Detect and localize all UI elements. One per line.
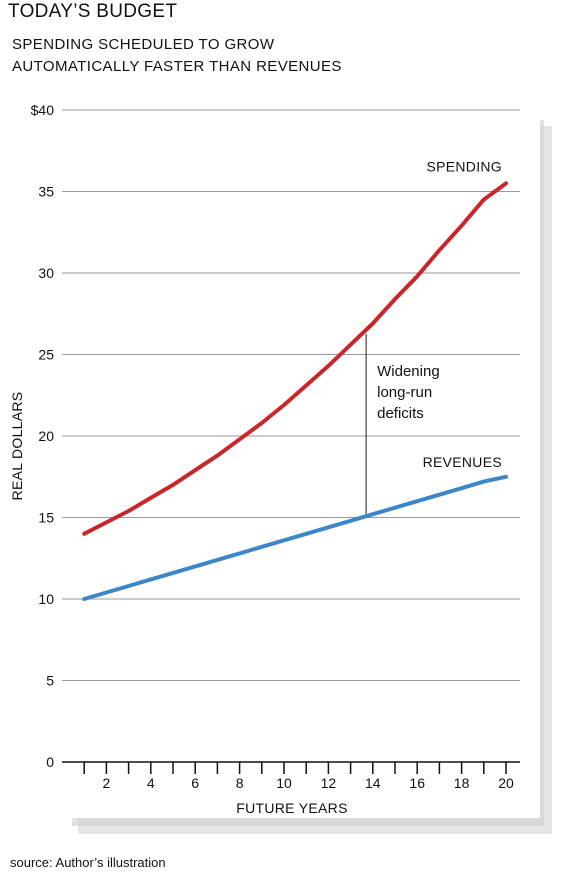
- y-tick-label: $40: [31, 102, 55, 118]
- x-tick-label: 2: [103, 775, 111, 791]
- y-tick-label: 30: [38, 265, 54, 281]
- x-tick-label: 6: [191, 775, 199, 791]
- revenues-line: [82, 474, 508, 601]
- x-tick-label: 4: [147, 775, 155, 791]
- subtitle-line-1: SPENDING SCHEDULED TO GROW: [12, 36, 275, 53]
- x-tick-label: 20: [498, 775, 514, 791]
- deficit-annotation-line: long-run: [377, 384, 432, 401]
- y-tick-label: 25: [38, 347, 54, 363]
- chart-title: TODAY’S BUDGET: [8, 1, 178, 22]
- spending-label: SPENDING: [426, 158, 502, 174]
- y-tick-label: 0: [46, 754, 54, 770]
- x-axis-title: FUTURE YEARS: [236, 800, 347, 816]
- source-note: source: Author’s illustration: [10, 855, 166, 870]
- y-tick-label: 15: [38, 510, 54, 526]
- deficit-annotation-line: deficits: [377, 405, 424, 422]
- x-tick-label: 14: [365, 775, 381, 791]
- y-tick-label: 35: [38, 184, 54, 200]
- x-tick-label: 18: [454, 775, 470, 791]
- subtitle-line-2: AUTOMATICALLY FASTER THAN REVENUES: [12, 58, 342, 75]
- deficit-annotation-line: Widening: [377, 363, 440, 380]
- y-tick-label: 20: [38, 428, 54, 444]
- spending-line: [82, 181, 508, 536]
- x-tick-label: 8: [236, 775, 244, 791]
- y-tick-label: 5: [46, 673, 54, 689]
- chart-subtitle: SPENDING SCHEDULED TO GROW AUTOMATICALLY…: [12, 34, 532, 78]
- revenues-label: REVENUES: [423, 454, 502, 470]
- y-axis-title: REAL DOLLARS: [9, 392, 25, 501]
- x-tick-label: 12: [321, 775, 337, 791]
- x-tick-label: 10: [276, 775, 292, 791]
- x-tick-label: 16: [409, 775, 425, 791]
- y-tick-label: 10: [38, 591, 54, 607]
